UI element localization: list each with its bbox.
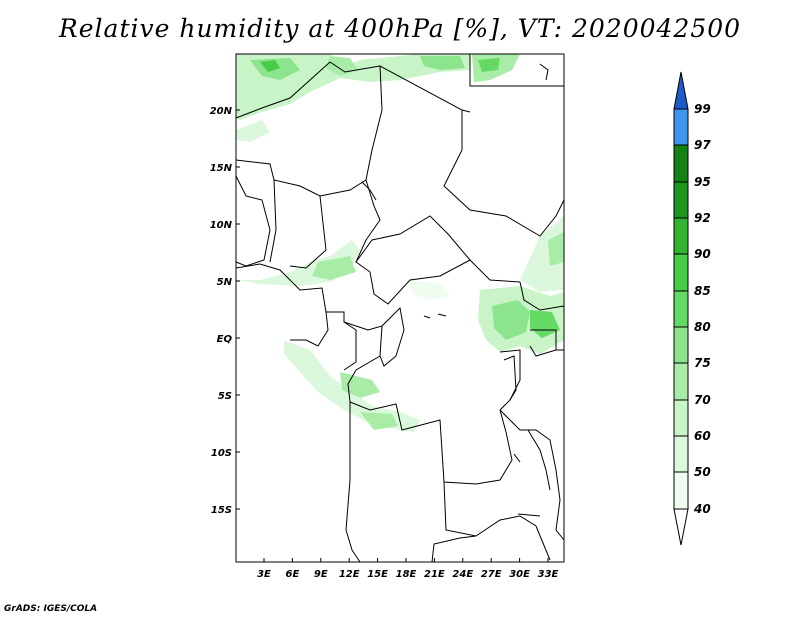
colorbar-low-arrow — [673, 508, 689, 546]
colorbar-segment — [673, 217, 689, 255]
lat-tick-label: 15S — [211, 505, 232, 516]
lon-tick-label: 30E — [509, 569, 530, 580]
lat-tick-label: EQ — [217, 334, 233, 345]
colorbar-segment — [673, 471, 689, 510]
lat-tick-label: 5S — [218, 391, 232, 402]
colorbar-level-label: 40 — [693, 502, 711, 516]
lon-tick-label: 24E — [452, 569, 473, 580]
lat-tick-label: 20N — [210, 106, 233, 117]
lon-tick-label: 6E — [286, 569, 300, 580]
lon-tick-label: 12E — [339, 569, 360, 580]
colorbar-segment — [673, 108, 689, 146]
lon-tick-label: 21E — [424, 569, 445, 580]
colorbar-level-label: 60 — [694, 429, 711, 443]
lat-tick-label: 10N — [210, 220, 233, 231]
colorbar-level-label: 80 — [694, 320, 711, 334]
lon-tick-label: 33E — [538, 569, 559, 580]
colorbar-high-arrow — [673, 71, 689, 110]
colorbar-segment — [673, 144, 689, 183]
map-panel: 20N 15N 10N 5N EQ 5S 10S 15S 3E 6E 9E 12E 15E 18E 21E… — [210, 53, 565, 580]
lon-tick-label: 3E — [257, 569, 271, 580]
colorbar-level-label: 97 — [694, 138, 711, 152]
colorbar-segment — [673, 290, 689, 328]
colorbar-segment — [673, 399, 689, 437]
lon-tick-label: 18E — [396, 569, 417, 580]
colorbar-segment — [673, 326, 689, 364]
colorbar-segment — [673, 362, 689, 401]
colorbar-level-label: 90 — [694, 247, 711, 261]
colorbar-segment — [673, 435, 689, 473]
map-frame — [235, 53, 565, 563]
map-title: Relative humidity at 400hPa [%], VT: 202… — [58, 14, 742, 43]
country-borders — [235, 54, 565, 563]
lat-tick-label: 5N — [217, 277, 233, 288]
colorbar-level-label: 92 — [694, 211, 711, 225]
colorbar: 40 50 60 70 75 80 85 90 92 95 97 99 — [673, 71, 711, 546]
lat-tick-label: 15N — [210, 163, 233, 174]
lat-tick-label: 10S — [211, 448, 232, 459]
colorbar-level-label: 50 — [694, 465, 711, 479]
colorbar-segment — [673, 181, 689, 219]
colorbar-level-label: 75 — [694, 356, 711, 370]
colorbar-segment — [673, 253, 689, 292]
lon-tick-label: 9E — [314, 569, 328, 580]
colorbar-level-label: 85 — [694, 284, 711, 298]
grads-credit: GrADS: IGES/COLA — [4, 604, 98, 614]
lon-tick-label: 15E — [367, 569, 388, 580]
colorbar-level-label: 99 — [694, 102, 711, 116]
colorbar-level-label: 70 — [694, 393, 711, 407]
colorbar-level-label: 95 — [694, 175, 711, 189]
lon-tick-label: 27E — [481, 569, 502, 580]
